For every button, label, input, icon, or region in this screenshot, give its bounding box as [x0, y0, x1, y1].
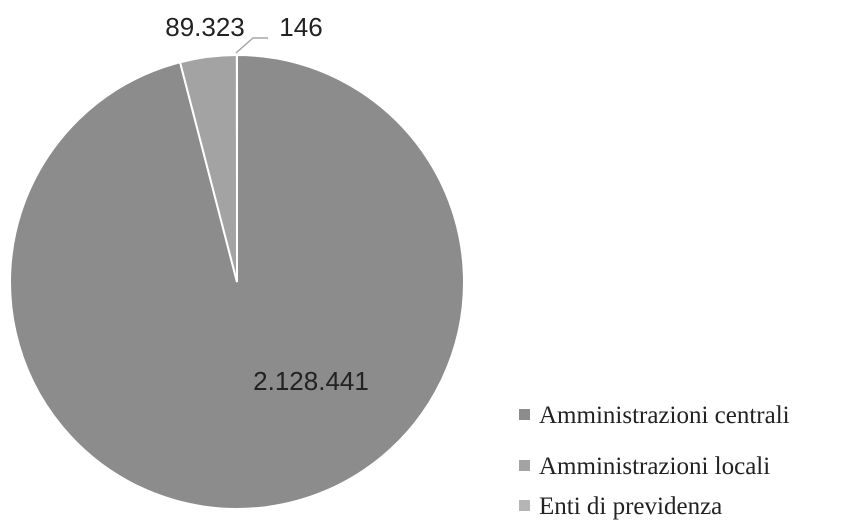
pie-slices	[9, 53, 465, 510]
legend-item-enti-di-previdenza[interactable]: Enti di previdenza	[519, 493, 722, 520]
data-label-enti-di-previdenza: 146	[279, 12, 322, 42]
legend-swatch	[519, 460, 530, 471]
data-label-amministrazioni-centrali: 2.128.441	[253, 366, 369, 396]
data-labels: 2.128.441 89.323 146	[165, 12, 369, 396]
legend-item-amministrazioni-locali[interactable]: Amministrazioni locali	[519, 453, 770, 480]
legend-label: Enti di previdenza	[539, 493, 722, 520]
legend-label: Amministrazioni centrali	[539, 402, 790, 429]
legend-item-amministrazioni-centrali[interactable]: Amministrazioni centrali	[519, 402, 790, 429]
leader-line-enti-di-previdenza	[235, 37, 268, 54]
legend-label: Amministrazioni locali	[539, 453, 770, 480]
data-label-amministrazioni-locali: 89.323	[165, 12, 245, 42]
leader-lines	[235, 37, 268, 54]
legend: Amministrazioni centrali Amministrazioni…	[519, 402, 790, 520]
legend-swatch	[519, 500, 530, 511]
legend-swatch	[519, 409, 530, 420]
